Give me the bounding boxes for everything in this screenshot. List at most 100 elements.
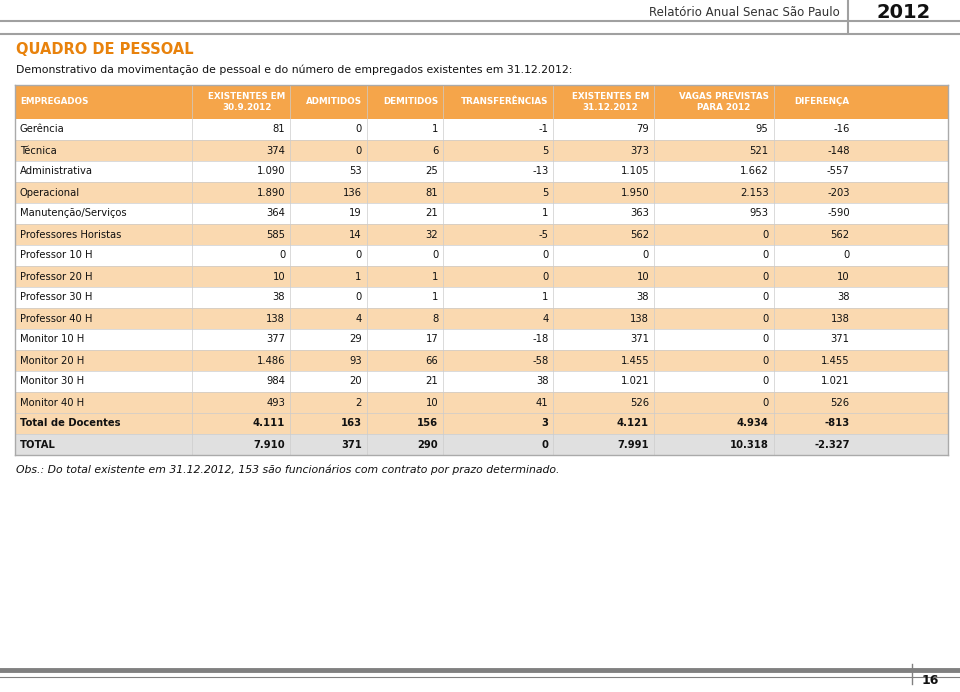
Text: -13: -13 [532, 167, 548, 176]
Text: 1.662: 1.662 [740, 167, 769, 176]
Text: 4.111: 4.111 [252, 419, 285, 428]
Text: 1: 1 [432, 271, 439, 282]
Text: Demonstrativo da movimentação de pessoal e do número de empregados existentes em: Demonstrativo da movimentação de pessoal… [16, 65, 572, 75]
Bar [15, 287, 948, 308]
Text: EXISTENTES EM
31.12.2012: EXISTENTES EM 31.12.2012 [572, 92, 649, 111]
Text: Relatório Anual Senac São Paulo: Relatório Anual Senac São Paulo [649, 6, 840, 19]
Text: 38: 38 [636, 293, 649, 302]
Text: 1.950: 1.950 [620, 188, 649, 197]
Text: 585: 585 [266, 230, 285, 239]
Text: 1: 1 [355, 271, 362, 282]
Text: 1: 1 [432, 125, 439, 134]
Text: 1.455: 1.455 [620, 356, 649, 365]
Bar [15, 203, 948, 224]
Text: Professor 20 H: Professor 20 H [20, 271, 92, 282]
Text: 1: 1 [542, 293, 548, 302]
Bar [15, 434, 948, 455]
Text: 79: 79 [636, 125, 649, 134]
Text: -1: -1 [539, 125, 548, 134]
Text: DIFERENÇA: DIFERENÇA [795, 98, 850, 107]
Text: VAGAS PREVISTAS
PARA 2012: VAGAS PREVISTAS PARA 2012 [679, 92, 769, 111]
Text: 374: 374 [266, 145, 285, 156]
Text: Monitor 20 H: Monitor 20 H [20, 356, 84, 365]
Text: 1.021: 1.021 [620, 376, 649, 387]
Text: 7.910: 7.910 [253, 439, 285, 450]
Text: Técnica: Técnica [20, 145, 57, 156]
Text: 163: 163 [341, 419, 362, 428]
Text: 1.890: 1.890 [256, 188, 285, 197]
Text: 95: 95 [756, 125, 769, 134]
Text: 526: 526 [830, 397, 850, 408]
Text: 0: 0 [762, 397, 769, 408]
Text: -18: -18 [532, 334, 548, 345]
Text: 1.455: 1.455 [821, 356, 850, 365]
Text: 371: 371 [830, 334, 850, 345]
Text: 21: 21 [425, 376, 439, 387]
Text: 0: 0 [762, 271, 769, 282]
Bar [15, 413, 948, 434]
Text: Total de Docentes: Total de Docentes [20, 419, 121, 428]
Text: Monitor 40 H: Monitor 40 H [20, 397, 84, 408]
Text: 3: 3 [541, 419, 548, 428]
Text: DEMITIDOS: DEMITIDOS [383, 98, 439, 107]
Text: QUADRO DE PESSOAL: QUADRO DE PESSOAL [16, 42, 194, 57]
Text: Monitor 30 H: Monitor 30 H [20, 376, 84, 387]
Text: 19: 19 [349, 208, 362, 219]
Text: 41: 41 [536, 397, 548, 408]
Text: 0: 0 [355, 145, 362, 156]
Text: 363: 363 [630, 208, 649, 219]
Text: 562: 562 [630, 230, 649, 239]
Text: -813: -813 [825, 419, 850, 428]
Text: 984: 984 [266, 376, 285, 387]
Text: 0: 0 [762, 293, 769, 302]
Text: 0: 0 [762, 356, 769, 365]
Text: EMPREGADOS: EMPREGADOS [20, 98, 88, 107]
Bar [15, 182, 948, 203]
Text: 38: 38 [273, 293, 285, 302]
Text: 14: 14 [349, 230, 362, 239]
Text: -16: -16 [833, 125, 850, 134]
Text: TRANSFERÊNCIAS: TRANSFERÊNCIAS [461, 98, 548, 107]
Text: 8: 8 [432, 313, 439, 323]
Text: -148: -148 [828, 145, 850, 156]
Text: 5: 5 [542, 188, 548, 197]
Text: 1.105: 1.105 [620, 167, 649, 176]
Text: 25: 25 [425, 167, 439, 176]
Bar [15, 85, 948, 119]
Text: 0: 0 [541, 439, 548, 450]
Text: -590: -590 [828, 208, 850, 219]
Text: 526: 526 [630, 397, 649, 408]
Text: 2: 2 [355, 397, 362, 408]
Text: -557: -557 [827, 167, 850, 176]
Text: 290: 290 [418, 439, 439, 450]
Text: 4: 4 [355, 313, 362, 323]
Text: 53: 53 [349, 167, 362, 176]
Text: 371: 371 [341, 439, 362, 450]
Bar [15, 140, 948, 161]
Text: 16: 16 [922, 675, 939, 687]
Text: 1.486: 1.486 [256, 356, 285, 365]
Text: 0: 0 [762, 251, 769, 260]
Bar [15, 245, 948, 266]
Text: 156: 156 [418, 419, 439, 428]
Text: EXISTENTES EM
30.9.2012: EXISTENTES EM 30.9.2012 [208, 92, 285, 111]
Text: 32: 32 [425, 230, 439, 239]
Text: 377: 377 [266, 334, 285, 345]
Bar [15, 308, 948, 329]
Text: 364: 364 [266, 208, 285, 219]
Text: 17: 17 [425, 334, 439, 345]
Text: Monitor 10 H: Monitor 10 H [20, 334, 84, 345]
Text: 0: 0 [542, 271, 548, 282]
Text: 81: 81 [425, 188, 439, 197]
Text: 2.153: 2.153 [740, 188, 769, 197]
Text: 371: 371 [630, 334, 649, 345]
Text: 1: 1 [542, 208, 548, 219]
Text: Obs.: Do total existente em 31.12.2012, 153 são funcionários com contrato por pr: Obs.: Do total existente em 31.12.2012, … [16, 465, 560, 475]
Text: Professor 10 H: Professor 10 H [20, 251, 92, 260]
Text: 0: 0 [542, 251, 548, 260]
Text: 93: 93 [349, 356, 362, 365]
Text: Gerência: Gerência [20, 125, 64, 134]
Text: 10: 10 [636, 271, 649, 282]
Text: 10: 10 [273, 271, 285, 282]
Bar [15, 371, 948, 392]
